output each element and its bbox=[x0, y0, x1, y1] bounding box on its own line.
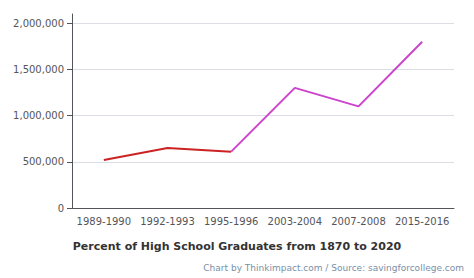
svg-text:2,000,000: 2,000,000 bbox=[13, 18, 64, 29]
svg-text:2015-2016: 2015-2016 bbox=[395, 216, 450, 227]
svg-text:1,000,000: 1,000,000 bbox=[13, 110, 64, 121]
svg-text:1,500,000: 1,500,000 bbox=[13, 64, 64, 75]
svg-text:2003-2004: 2003-2004 bbox=[268, 216, 323, 227]
svg-text:Chart by Thinkimpact.com / Sou: Chart by Thinkimpact.com / Source: savin… bbox=[203, 263, 464, 273]
svg-text:Percent of High School Graduat: Percent of High School Graduates from 18… bbox=[73, 240, 402, 253]
svg-text:500,000: 500,000 bbox=[23, 156, 64, 167]
svg-text:1989-1990: 1989-1990 bbox=[77, 216, 132, 227]
svg-text:2007-2008: 2007-2008 bbox=[331, 216, 386, 227]
svg-text:1992-1993: 1992-1993 bbox=[140, 216, 195, 227]
svg-text:0: 0 bbox=[58, 203, 64, 214]
svg-text:1995-1996: 1995-1996 bbox=[204, 216, 259, 227]
